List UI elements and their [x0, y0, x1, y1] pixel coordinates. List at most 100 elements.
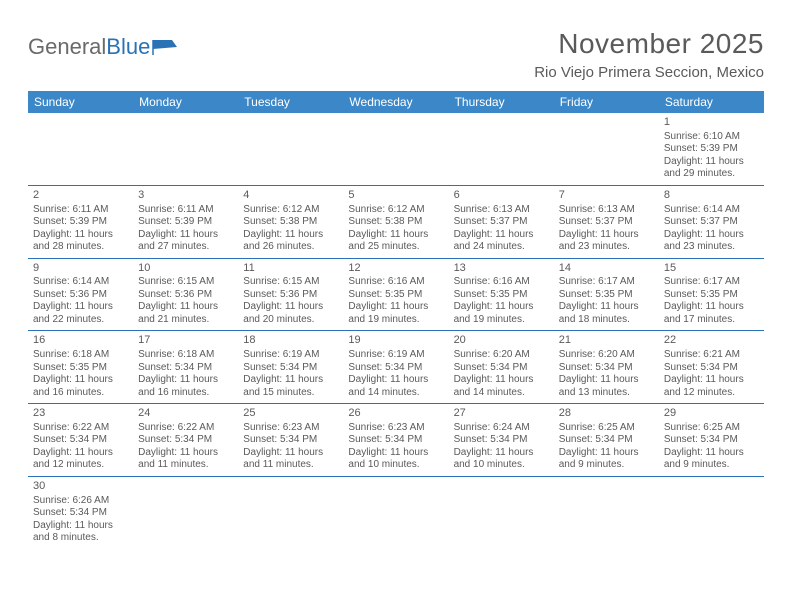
dayheader-sunday: Sunday	[28, 91, 133, 113]
daylight-text: Daylight: 11 hours and 21 minutes.	[138, 301, 233, 326]
day-number: 21	[559, 334, 654, 348]
day-number: 7	[559, 189, 654, 203]
day-number: 25	[243, 407, 338, 421]
sunrise-text: Sunrise: 6:22 AM	[138, 422, 233, 435]
daylight-text: Daylight: 11 hours and 11 minutes.	[138, 447, 233, 472]
daylight-text: Daylight: 11 hours and 18 minutes.	[559, 301, 654, 326]
daylight-text: Daylight: 11 hours and 11 minutes.	[243, 447, 338, 472]
calendar-week-row: 9Sunrise: 6:14 AMSunset: 5:36 PMDaylight…	[28, 258, 764, 331]
calendar-cell: 30Sunrise: 6:26 AMSunset: 5:34 PMDayligh…	[28, 476, 133, 548]
sunrise-text: Sunrise: 6:10 AM	[664, 131, 759, 144]
dayheader-friday: Friday	[554, 91, 659, 113]
day-number: 26	[348, 407, 443, 421]
sunrise-text: Sunrise: 6:20 AM	[454, 349, 549, 362]
calendar-cell: 16Sunrise: 6:18 AMSunset: 5:35 PMDayligh…	[28, 331, 133, 404]
calendar-cell: 21Sunrise: 6:20 AMSunset: 5:34 PMDayligh…	[554, 331, 659, 404]
sunrise-text: Sunrise: 6:26 AM	[33, 495, 128, 508]
calendar-cell: 1Sunrise: 6:10 AMSunset: 5:39 PMDaylight…	[659, 113, 764, 185]
day-number: 19	[348, 334, 443, 348]
calendar-cell	[343, 476, 448, 548]
day-number: 11	[243, 262, 338, 276]
sunrise-text: Sunrise: 6:19 AM	[243, 349, 338, 362]
day-number: 14	[559, 262, 654, 276]
day-number: 3	[138, 189, 233, 203]
daylight-text: Daylight: 11 hours and 20 minutes.	[243, 301, 338, 326]
calendar-cell: 3Sunrise: 6:11 AMSunset: 5:39 PMDaylight…	[133, 185, 238, 258]
calendar-cell	[238, 113, 343, 185]
sunrise-text: Sunrise: 6:23 AM	[348, 422, 443, 435]
daylight-text: Daylight: 11 hours and 23 minutes.	[664, 229, 759, 254]
calendar-cell: 18Sunrise: 6:19 AMSunset: 5:34 PMDayligh…	[238, 331, 343, 404]
daylight-text: Daylight: 11 hours and 12 minutes.	[664, 374, 759, 399]
day-number: 24	[138, 407, 233, 421]
sunrise-text: Sunrise: 6:13 AM	[454, 204, 549, 217]
daylight-text: Daylight: 11 hours and 25 minutes.	[348, 229, 443, 254]
daylight-text: Daylight: 11 hours and 12 minutes.	[33, 447, 128, 472]
daylight-text: Daylight: 11 hours and 24 minutes.	[454, 229, 549, 254]
sunrise-text: Sunrise: 6:13 AM	[559, 204, 654, 217]
sunrise-text: Sunrise: 6:15 AM	[138, 276, 233, 289]
calendar-cell: 4Sunrise: 6:12 AMSunset: 5:38 PMDaylight…	[238, 185, 343, 258]
sunset-text: Sunset: 5:37 PM	[454, 216, 549, 229]
day-number: 13	[454, 262, 549, 276]
calendar-body: 1Sunrise: 6:10 AMSunset: 5:39 PMDaylight…	[28, 113, 764, 549]
daylight-text: Daylight: 11 hours and 13 minutes.	[559, 374, 654, 399]
sunset-text: Sunset: 5:34 PM	[454, 434, 549, 447]
day-number: 22	[664, 334, 759, 348]
calendar-week-row: 23Sunrise: 6:22 AMSunset: 5:34 PMDayligh…	[28, 404, 764, 477]
calendar-week-row: 16Sunrise: 6:18 AMSunset: 5:35 PMDayligh…	[28, 331, 764, 404]
day-number: 8	[664, 189, 759, 203]
sunset-text: Sunset: 5:34 PM	[33, 434, 128, 447]
sunset-text: Sunset: 5:35 PM	[664, 289, 759, 302]
calendar-cell: 25Sunrise: 6:23 AMSunset: 5:34 PMDayligh…	[238, 404, 343, 477]
sunrise-text: Sunrise: 6:17 AM	[664, 276, 759, 289]
day-number: 28	[559, 407, 654, 421]
calendar-cell: 24Sunrise: 6:22 AMSunset: 5:34 PMDayligh…	[133, 404, 238, 477]
sunset-text: Sunset: 5:34 PM	[559, 362, 654, 375]
day-number: 10	[138, 262, 233, 276]
sunset-text: Sunset: 5:34 PM	[243, 434, 338, 447]
sunset-text: Sunset: 5:35 PM	[348, 289, 443, 302]
day-number: 30	[33, 480, 128, 494]
sunrise-text: Sunrise: 6:12 AM	[348, 204, 443, 217]
calendar-cell: 20Sunrise: 6:20 AMSunset: 5:34 PMDayligh…	[449, 331, 554, 404]
day-number: 4	[243, 189, 338, 203]
day-number: 17	[138, 334, 233, 348]
sunrise-text: Sunrise: 6:18 AM	[138, 349, 233, 362]
day-number: 15	[664, 262, 759, 276]
day-number: 1	[664, 116, 759, 130]
calendar-cell	[28, 113, 133, 185]
day-number: 6	[454, 189, 549, 203]
calendar-cell: 13Sunrise: 6:16 AMSunset: 5:35 PMDayligh…	[449, 258, 554, 331]
sunset-text: Sunset: 5:34 PM	[454, 362, 549, 375]
calendar-cell: 11Sunrise: 6:15 AMSunset: 5:36 PMDayligh…	[238, 258, 343, 331]
sunset-text: Sunset: 5:34 PM	[664, 434, 759, 447]
daylight-text: Daylight: 11 hours and 16 minutes.	[33, 374, 128, 399]
dayheader-monday: Monday	[133, 91, 238, 113]
daylight-text: Daylight: 11 hours and 8 minutes.	[33, 520, 128, 545]
calendar-cell	[133, 476, 238, 548]
sunset-text: Sunset: 5:34 PM	[348, 434, 443, 447]
sunset-text: Sunset: 5:34 PM	[348, 362, 443, 375]
calendar-cell: 2Sunrise: 6:11 AMSunset: 5:39 PMDaylight…	[28, 185, 133, 258]
sunset-text: Sunset: 5:34 PM	[664, 362, 759, 375]
logo-flag-icon	[152, 38, 178, 56]
sunrise-text: Sunrise: 6:24 AM	[454, 422, 549, 435]
day-number: 23	[33, 407, 128, 421]
day-number: 27	[454, 407, 549, 421]
calendar-cell: 8Sunrise: 6:14 AMSunset: 5:37 PMDaylight…	[659, 185, 764, 258]
sunset-text: Sunset: 5:37 PM	[559, 216, 654, 229]
month-title: November 2025	[534, 28, 764, 60]
daylight-text: Daylight: 11 hours and 27 minutes.	[138, 229, 233, 254]
calendar-header-row: Sunday Monday Tuesday Wednesday Thursday…	[28, 91, 764, 113]
sunset-text: Sunset: 5:38 PM	[243, 216, 338, 229]
day-number: 2	[33, 189, 128, 203]
day-number: 29	[664, 407, 759, 421]
sunrise-text: Sunrise: 6:22 AM	[33, 422, 128, 435]
day-number: 12	[348, 262, 443, 276]
daylight-text: Daylight: 11 hours and 10 minutes.	[454, 447, 549, 472]
day-number: 5	[348, 189, 443, 203]
calendar-cell: 27Sunrise: 6:24 AMSunset: 5:34 PMDayligh…	[449, 404, 554, 477]
sunrise-text: Sunrise: 6:23 AM	[243, 422, 338, 435]
sunset-text: Sunset: 5:34 PM	[243, 362, 338, 375]
